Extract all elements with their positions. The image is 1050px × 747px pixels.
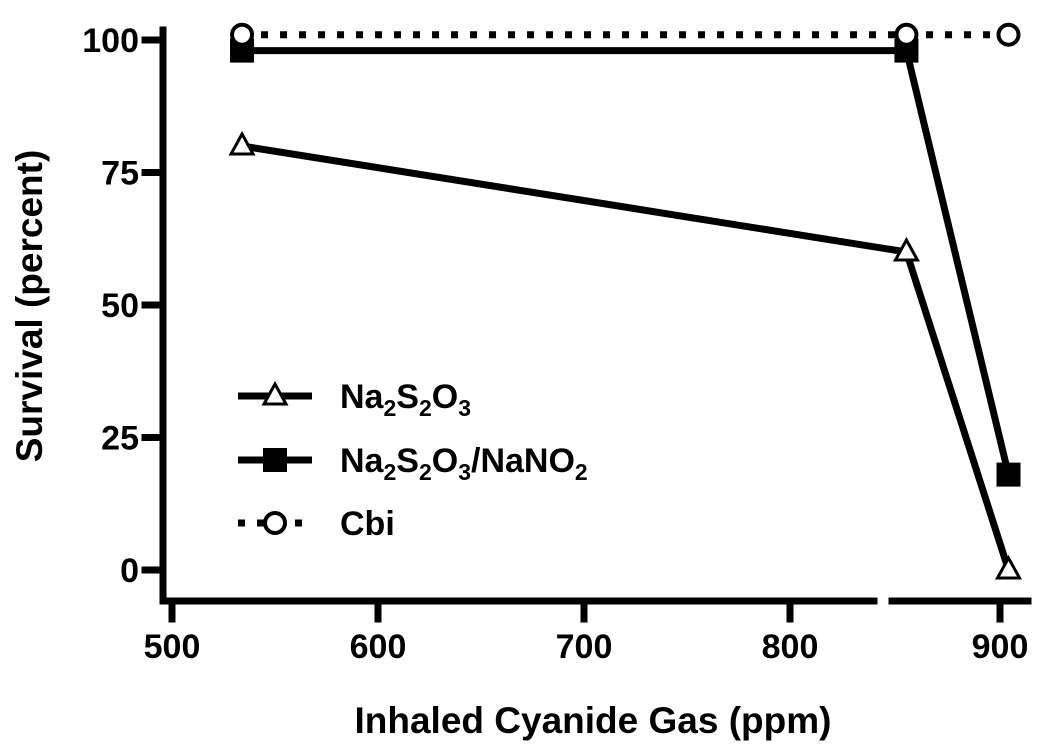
x-axis-title: Inhaled Cyanide Gas (ppm) — [355, 700, 832, 741]
x-tick-label: 500 — [144, 628, 201, 666]
data-point — [996, 22, 1021, 47]
x-tick-label: 800 — [762, 628, 819, 666]
series-1 — [228, 130, 1023, 580]
legend-label: Na2S2O3/NaNO2 — [340, 442, 588, 485]
x-tick-label: 600 — [350, 628, 407, 666]
legend-label: Cbi — [340, 505, 395, 543]
legend-label: Na2S2O3 — [340, 378, 471, 421]
legend-marker — [261, 380, 289, 406]
x-tick-label: 900 — [972, 628, 1029, 666]
x-tick-label: 700 — [556, 628, 613, 666]
data-point — [892, 236, 920, 262]
y-axis-title: Survival (percent) — [9, 150, 50, 463]
y-tick-label: 75 — [101, 155, 139, 193]
data-point — [228, 130, 256, 156]
y-tick-label: 100 — [82, 22, 139, 60]
axes: 0 25 50 75 100 500 600 700 800 900 — [82, 22, 1032, 666]
legend-marker — [263, 448, 287, 472]
y-tick-label: 0 — [120, 552, 139, 590]
series-layer — [228, 22, 1023, 580]
data-point — [994, 554, 1023, 580]
legend-entry: Cbi — [238, 505, 395, 543]
y-tick-label: 50 — [101, 287, 139, 325]
legend-entry: Na2S2O3/NaNO2 — [238, 442, 588, 485]
y-tick-label: 25 — [101, 420, 139, 458]
data-point — [996, 462, 1021, 487]
data-point — [894, 22, 919, 47]
legend-entry: Na2S2O3 — [238, 378, 471, 421]
data-point — [230, 22, 255, 47]
legend-marker — [263, 511, 287, 535]
legend: Na2S2O3 Na2S2O3/NaNO2 Cbi — [238, 378, 588, 543]
series-2 — [230, 38, 1021, 487]
series-3 — [230, 22, 1021, 47]
